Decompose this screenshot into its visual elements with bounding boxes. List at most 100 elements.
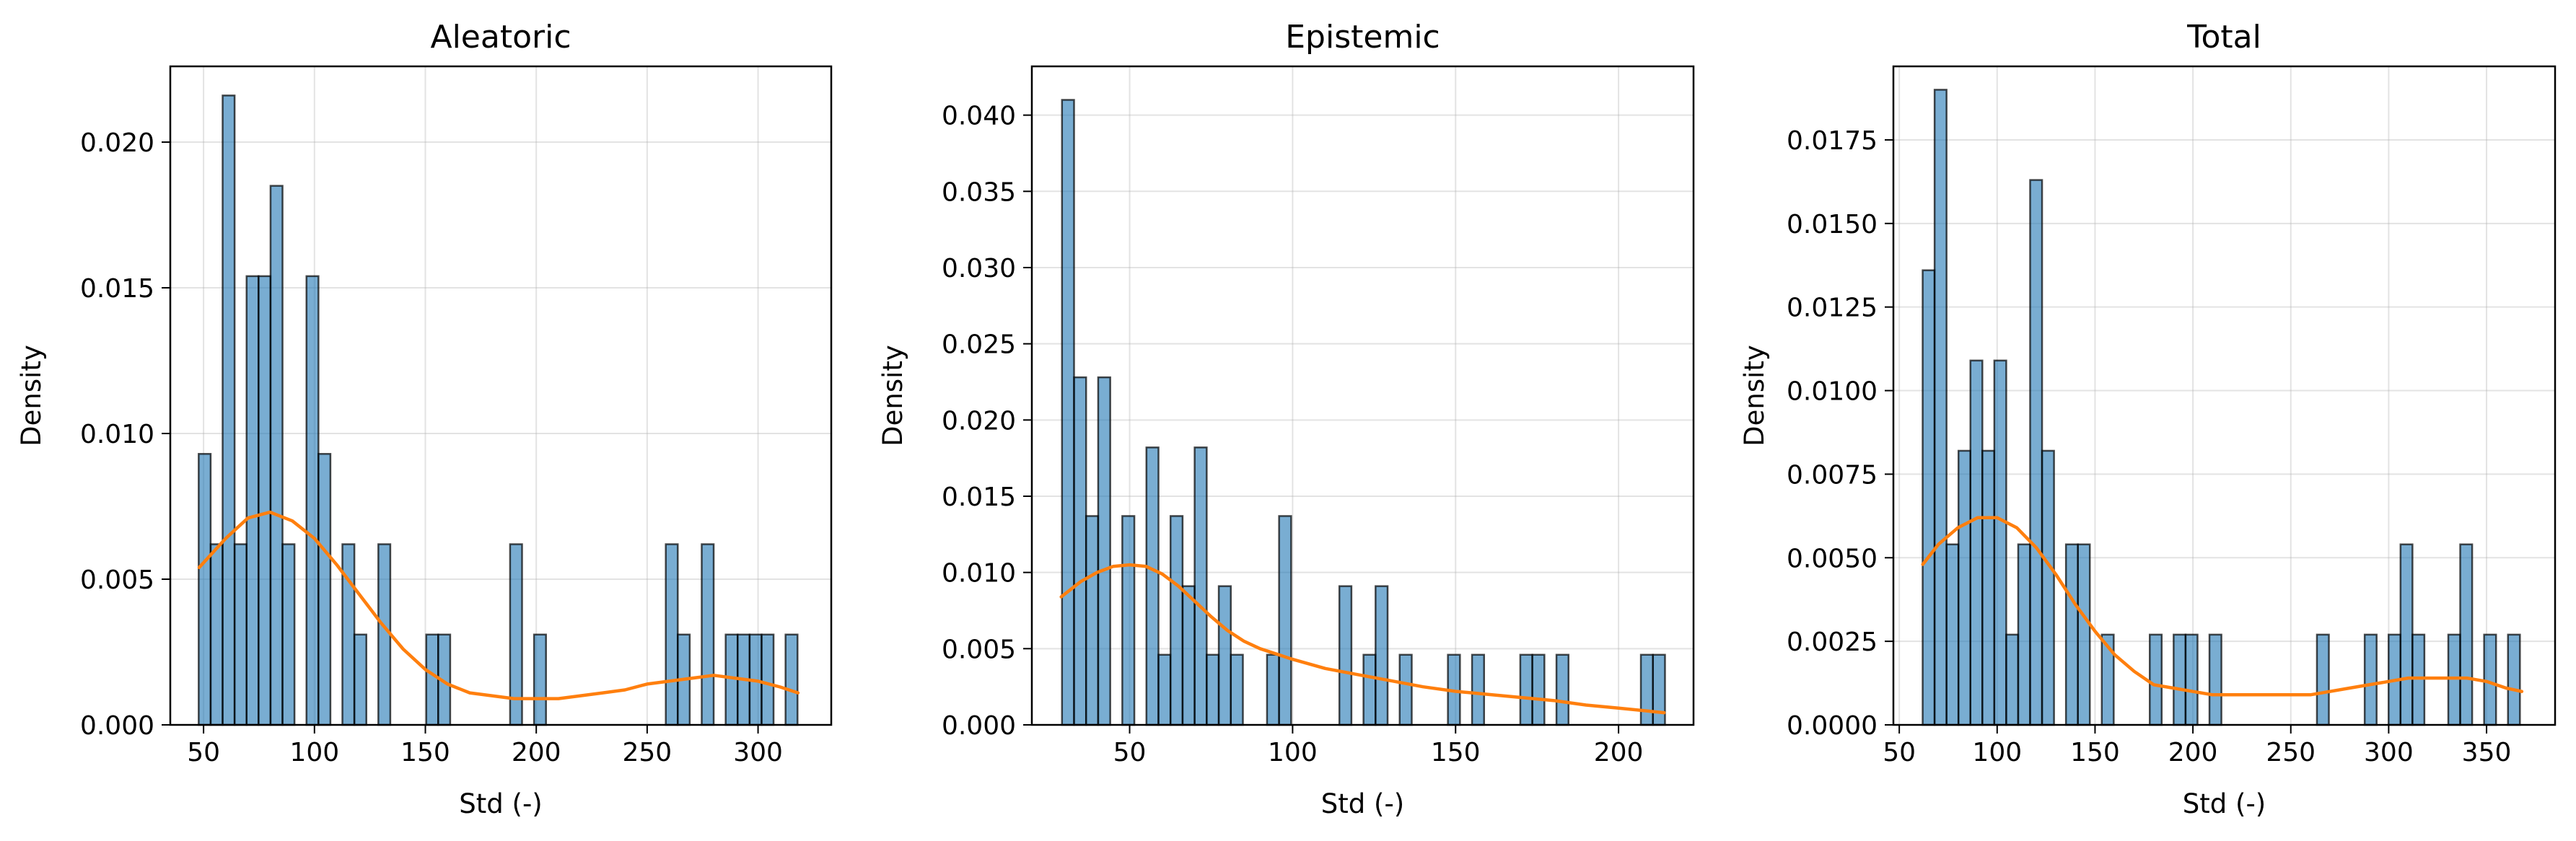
histogram-bar — [2316, 633, 2330, 726]
y-tick-label: 0.005 — [80, 565, 154, 595]
y-tick-label: 0.015 — [942, 483, 1016, 512]
x-axis-label-epistemic: Std (-) — [1321, 788, 1404, 819]
x-tick-label: 250 — [623, 738, 673, 767]
chart-title-aleatoric: Aleatoric — [430, 19, 571, 56]
histogram-bar — [222, 94, 236, 726]
histogram-bar — [2173, 633, 2187, 726]
x-tick-label: 300 — [733, 738, 783, 767]
histogram-bar — [233, 543, 247, 726]
histogram-bar — [2447, 633, 2461, 726]
histogram-bar — [305, 275, 320, 726]
histogram-bar — [1061, 99, 1075, 726]
histogram-bar — [377, 543, 392, 726]
histogram-bar — [245, 275, 260, 726]
histogram-bar — [1375, 585, 1389, 726]
y-tick-label: 0.040 — [942, 102, 1016, 131]
histogram-bar — [1278, 515, 1292, 726]
histogram-bar — [1398, 653, 1413, 726]
x-tick-label: 50 — [1113, 738, 1147, 767]
histogram-bar — [353, 633, 367, 726]
histogram-bar — [533, 633, 547, 726]
x-axis-label-total: Std (-) — [2183, 788, 2266, 819]
histogram-bar — [665, 543, 679, 726]
histogram-bar — [1073, 376, 1087, 726]
histogram-bar — [761, 633, 775, 726]
bars-epistemic — [1061, 99, 1666, 726]
histogram-bar — [1181, 585, 1196, 726]
histogram-bar — [1097, 376, 1111, 726]
x-ticks-total: 50 100 150 200 250 300 350 — [1883, 725, 2511, 767]
y-tick-label: 0.0125 — [1787, 294, 1878, 323]
y-tick-label: 0.0050 — [1787, 544, 1878, 573]
x-tick-label: 350 — [2462, 738, 2512, 767]
x-ticks-epistemic: 50 100 150 200 — [1113, 725, 1643, 767]
histogram-bar — [1922, 269, 1936, 726]
histogram-bar — [1981, 449, 1996, 726]
histogram-bar — [258, 275, 272, 726]
y-tick-label: 0.0000 — [1787, 711, 1878, 741]
histogram-bar — [2017, 543, 2031, 726]
histogram-bar — [281, 543, 296, 726]
panel-epistemic: 50 100 150 200 0.0000.0050.0100.0150.0200.0… — [877, 19, 1695, 819]
axes-frame-total — [1892, 65, 2557, 726]
y-tick-label: 0.0150 — [1787, 210, 1878, 239]
y-tick-label: 0.0175 — [1787, 126, 1878, 156]
histogram-bar — [1945, 543, 1960, 726]
histogram-bar — [198, 453, 212, 726]
histogram-bar — [317, 453, 332, 726]
panel-aleatoric: 50 100 150 200 250 300 0.0000.0050.0100.0150.… — [16, 19, 833, 819]
y-axis-label-epistemic: Density — [877, 345, 908, 446]
y-tick-label: 0.000 — [942, 711, 1016, 741]
histogram-bar — [1266, 653, 1280, 726]
y-tick-label: 0.010 — [80, 420, 154, 449]
histogram-bar — [2363, 633, 2378, 726]
histogram-bar — [1555, 653, 1570, 726]
histogram-bar — [425, 633, 439, 726]
kde-curve-total — [1921, 516, 2524, 697]
histogram-bar — [1338, 585, 1353, 726]
x-tick-label: 200 — [2168, 738, 2218, 767]
histogram-bar — [209, 543, 224, 726]
chart-title-total: Total — [2186, 19, 2261, 56]
y-tick-label: 0.010 — [942, 559, 1016, 589]
histogram-bar — [1193, 446, 1208, 726]
histogram-bar — [2411, 633, 2426, 726]
histogram-bar — [2507, 633, 2521, 726]
histogram-bar — [2399, 543, 2414, 726]
x-tick-label: 100 — [289, 738, 339, 767]
y-tick-label: 0.030 — [942, 254, 1016, 283]
y-tick-label: 0.0025 — [1787, 628, 1878, 657]
histogram-bar — [1969, 359, 1984, 726]
histogram-bar — [1933, 89, 1948, 726]
y-ticks-epistemic: 0.000 0.005 0.010 0.015 0.020 0.025 0.030 0.035… — [942, 102, 1032, 741]
histogram-bar — [784, 633, 799, 726]
x-tick-label: 100 — [1268, 738, 1318, 767]
histogram-bar — [1217, 585, 1232, 726]
kde-curve-epistemic — [1059, 563, 1666, 715]
histogram-bar — [2029, 179, 2043, 726]
y-tick-label: 0.020 — [80, 128, 154, 158]
x-tick-label: 250 — [2266, 738, 2316, 767]
chart-title-epistemic: Epistemic — [1285, 19, 1440, 56]
x-tick-label: 150 — [2070, 738, 2120, 767]
grid-total — [1893, 66, 2555, 726]
histogram-bar — [1230, 653, 1244, 726]
histogram-bar — [1145, 446, 1160, 726]
histogram-bar — [1957, 449, 1972, 726]
histogram-bar — [2064, 543, 2079, 726]
histogram-bar — [1206, 653, 1220, 726]
histogram-bar — [1652, 653, 1666, 726]
y-axis-label-total: Density — [1739, 345, 1770, 446]
histogram-bar — [1471, 653, 1486, 726]
axes-frame-aleatoric — [169, 65, 833, 726]
y-tick-label: 0.020 — [942, 406, 1016, 436]
y-tick-label: 0.035 — [942, 177, 1016, 207]
histogram-bar — [2149, 633, 2163, 726]
panel-total: 50 100 150 200 250 300 350 0.00000.00250.00500… — [1739, 19, 2557, 819]
x-axis-label-aleatoric: Std (-) — [459, 788, 542, 819]
x-tick-label: 50 — [1883, 738, 1916, 767]
x-ticks-aleatoric: 50 100 150 200 250 300 — [187, 725, 783, 767]
x-tick-label: 300 — [2364, 738, 2414, 767]
y-tick-label: 0.015 — [80, 274, 154, 304]
y-ticks-aleatoric: 0.000 0.005 0.010 0.015 0.020 — [80, 128, 170, 741]
